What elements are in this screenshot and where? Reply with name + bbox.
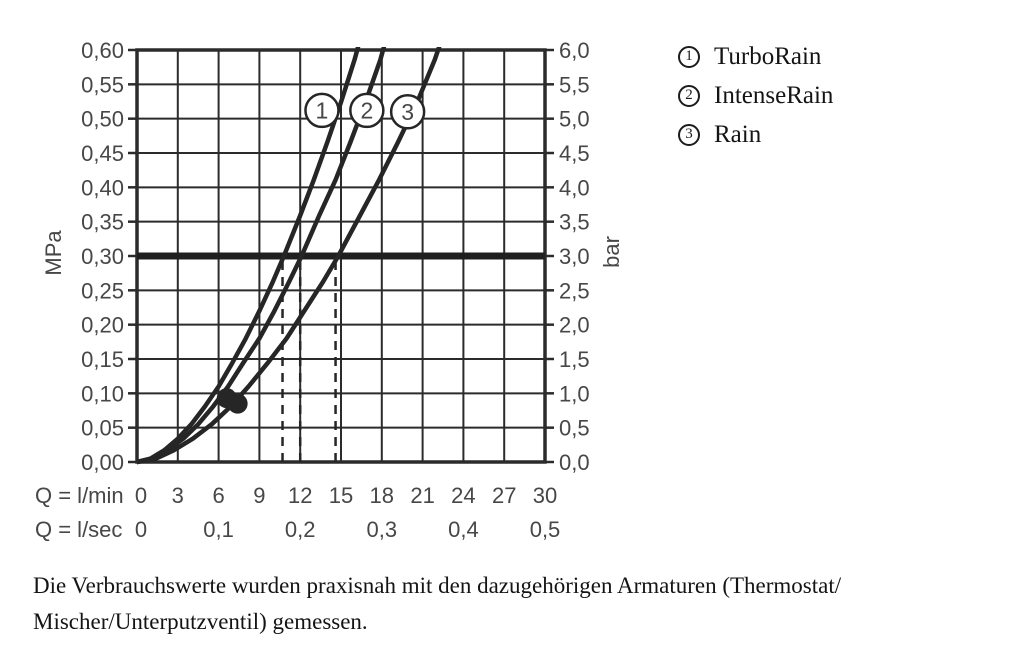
curve-label-1: 1 <box>304 92 340 129</box>
caption: Die Verbrauchswerte wurden praxisnah mit… <box>33 568 973 640</box>
y-right-unit-label: bar <box>599 236 624 268</box>
y-axis-right-labels: 6,0 5,5 5,0 4,5 4,0 3,5 3,0 2,5 2,0 1,5 1,0 0,5 0,0 <box>559 38 590 475</box>
legend-item-intenserain: 2 IntenseRain <box>678 83 833 108</box>
legend-circled-number-2: 2 <box>678 84 700 107</box>
caption-line-2: Mischer/Unterputzventil) gemessen. <box>33 609 368 634</box>
caption-line-1: Die Verbrauchswerte wurden praxisnah mit… <box>33 573 842 598</box>
svg-text:0,5: 0,5 <box>530 517 561 542</box>
svg-text:3,0: 3,0 <box>559 244 590 269</box>
svg-text:0,35: 0,35 <box>81 210 124 235</box>
y-axis-left-labels: 0,60 0,55 0,50 0,45 0,40 0,35 0,30 0,25 0,20 0,15… <box>81 38 124 475</box>
svg-text:3: 3 <box>172 483 184 508</box>
curve-turborain <box>137 47 361 465</box>
svg-text:21: 21 <box>410 483 434 508</box>
svg-text:1,5: 1,5 <box>559 347 590 372</box>
svg-text:0,2: 0,2 <box>285 517 316 542</box>
svg-text:15: 15 <box>329 483 353 508</box>
svg-text:0,5: 0,5 <box>559 416 590 441</box>
curve-label-3: 3 <box>389 94 426 130</box>
svg-text:Q = l/min: Q = l/min <box>35 483 124 508</box>
y-left-unit-label: MPa <box>41 230 66 276</box>
svg-text:3,5: 3,5 <box>559 210 590 235</box>
curve-rain <box>137 47 442 465</box>
curve-label-2: 2 <box>349 92 385 129</box>
legend-item-rain: 3 Rain <box>678 122 833 147</box>
svg-text:0,25: 0,25 <box>81 278 124 303</box>
operating-dot <box>227 393 248 414</box>
svg-text:0,30: 0,30 <box>81 244 124 269</box>
svg-text:1,0: 1,0 <box>559 381 590 406</box>
svg-text:6: 6 <box>212 483 224 508</box>
x-axis-lsec: Q = l/sec 0 0,1 0,2 0,3 0,4 0,5 <box>35 517 560 542</box>
legend-circled-number-3: 3 <box>678 123 700 146</box>
flow-pressure-chart: 1 2 30,600,550,500,450,400,350,300,250,200… <box>35 38 624 542</box>
svg-text:0,1: 0,1 <box>203 517 234 542</box>
svg-text:0,10: 0,10 <box>81 381 124 406</box>
svg-text:Q = l/sec: Q = l/sec <box>35 517 122 542</box>
svg-text:2,5: 2,5 <box>559 278 590 303</box>
svg-text:0,05: 0,05 <box>81 416 124 441</box>
svg-text:30: 30 <box>533 483 557 508</box>
svg-text:4,0: 4,0 <box>559 175 590 200</box>
operating-dots <box>216 388 248 414</box>
svg-text:0,20: 0,20 <box>81 313 124 338</box>
svg-text:5,5: 5,5 <box>559 72 590 97</box>
svg-text:0,4: 0,4 <box>448 517 479 542</box>
legend-label-turborain: TurboRain <box>714 43 822 70</box>
svg-text:3: 3 <box>401 99 414 125</box>
svg-text:0,00: 0,00 <box>81 450 124 475</box>
svg-text:18: 18 <box>370 483 394 508</box>
svg-text:0,0: 0,0 <box>559 450 590 475</box>
legend-label-rain: Rain <box>714 121 762 148</box>
svg-text:5,0: 5,0 <box>559 107 590 132</box>
legend-item-turborain: 1 TurboRain <box>678 44 833 69</box>
svg-text:9: 9 <box>253 483 265 508</box>
svg-text:0: 0 <box>135 483 147 508</box>
svg-text:0,3: 0,3 <box>367 517 398 542</box>
svg-text:27: 27 <box>492 483 516 508</box>
svg-text:0,55: 0,55 <box>81 72 124 97</box>
svg-text:12: 12 <box>288 483 312 508</box>
svg-text:0,40: 0,40 <box>81 175 124 200</box>
svg-text:0,15: 0,15 <box>81 347 124 372</box>
svg-text:6,0: 6,0 <box>559 38 590 63</box>
curve-intenserain <box>137 47 387 465</box>
legend-circled-number-1: 1 <box>678 45 700 68</box>
svg-text:0: 0 <box>135 517 147 542</box>
legend: 1 TurboRain 2 IntenseRain 3 Rain <box>678 44 833 147</box>
legend-label-intenserain: IntenseRain <box>714 82 834 109</box>
svg-text:0,60: 0,60 <box>81 38 124 63</box>
svg-text:24: 24 <box>451 483 475 508</box>
svg-text:2: 2 <box>360 97 373 123</box>
svg-text:4,5: 4,5 <box>559 141 590 166</box>
svg-text:0,50: 0,50 <box>81 107 124 132</box>
svg-text:1: 1 <box>316 97 329 123</box>
svg-text:0,45: 0,45 <box>81 141 124 166</box>
x-axis-lmin: Q = l/min 0 3 6 9 12 15 18 21 24 27 30 <box>35 483 557 508</box>
svg-text:2,0: 2,0 <box>559 313 590 338</box>
